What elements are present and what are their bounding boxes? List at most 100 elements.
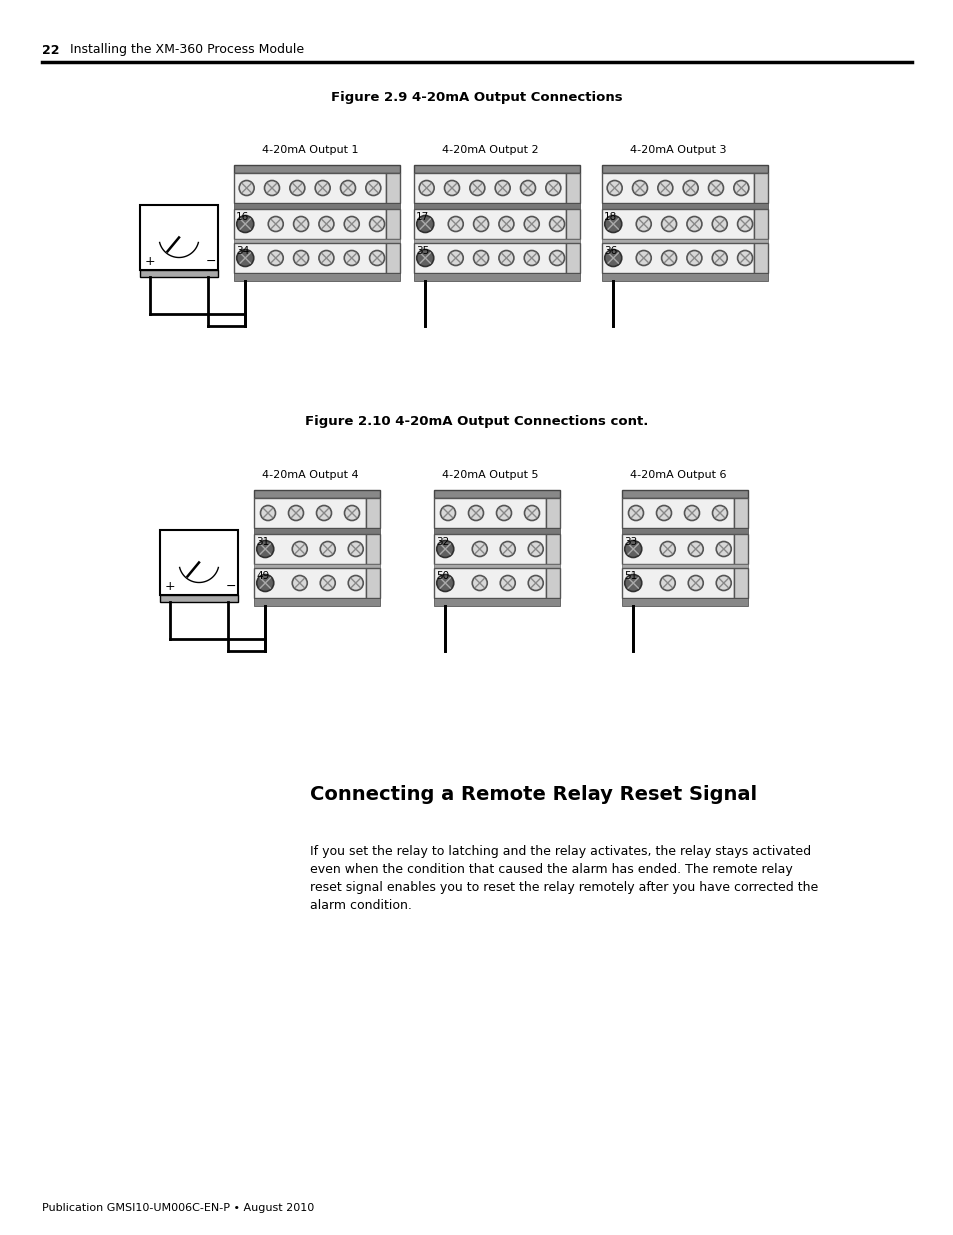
Bar (601, 273, 767, 282)
Text: 4-20mA Output 4: 4-20mA Output 4 (261, 471, 358, 480)
Bar (621, 534, 733, 564)
Circle shape (469, 180, 484, 195)
Circle shape (468, 505, 483, 520)
Bar (601, 240, 767, 243)
Text: even when the condition that caused the alarm has ended. The remote relay: even when the condition that caused the … (310, 863, 792, 876)
Bar (233, 243, 386, 273)
Bar (386, 173, 399, 203)
Text: 22: 22 (42, 43, 59, 57)
Bar (434, 529, 559, 534)
Circle shape (524, 216, 538, 231)
Circle shape (344, 505, 359, 520)
Bar (414, 273, 579, 282)
Text: 32: 32 (436, 537, 449, 547)
Text: alarm condition.: alarm condition. (310, 899, 412, 911)
Circle shape (348, 541, 363, 557)
Text: 33: 33 (623, 537, 637, 547)
Circle shape (686, 216, 701, 231)
Bar (753, 243, 767, 273)
Text: 35: 35 (416, 246, 429, 256)
Bar (414, 203, 579, 209)
Circle shape (624, 574, 641, 592)
Bar (434, 598, 559, 606)
Bar (253, 564, 379, 568)
Circle shape (684, 505, 699, 520)
Bar (233, 273, 399, 282)
Circle shape (712, 216, 726, 231)
Text: +: + (145, 254, 155, 268)
Bar (140, 270, 218, 277)
Bar (366, 498, 379, 529)
Text: 17: 17 (416, 212, 429, 222)
Bar (386, 209, 399, 240)
Text: 4-20mA Output 2: 4-20mA Output 2 (441, 144, 537, 156)
Circle shape (658, 180, 672, 195)
Circle shape (632, 180, 647, 195)
Text: −: − (206, 254, 216, 268)
Circle shape (472, 541, 487, 557)
Circle shape (472, 576, 487, 590)
Text: +: + (165, 580, 175, 593)
Text: Connecting a Remote Relay Reset Signal: Connecting a Remote Relay Reset Signal (310, 785, 757, 804)
Bar (621, 498, 733, 529)
Bar (233, 209, 386, 240)
Bar (253, 598, 379, 606)
Circle shape (682, 180, 698, 195)
Bar (601, 209, 753, 240)
Circle shape (549, 251, 564, 266)
Circle shape (545, 180, 560, 195)
Circle shape (294, 216, 308, 231)
Bar (434, 490, 559, 498)
Circle shape (656, 505, 671, 520)
Bar (366, 568, 379, 598)
Text: 16: 16 (235, 212, 249, 222)
Circle shape (344, 251, 359, 266)
Bar (733, 534, 747, 564)
Bar (414, 243, 565, 273)
Circle shape (436, 541, 454, 557)
Circle shape (268, 216, 283, 231)
Circle shape (712, 505, 727, 520)
Text: 49: 49 (255, 571, 269, 580)
Text: 51: 51 (623, 571, 637, 580)
Bar (233, 165, 399, 173)
Bar (414, 240, 579, 243)
Bar (621, 490, 747, 498)
Bar (753, 209, 767, 240)
Text: Figure 2.10 4-20mA Output Connections cont.: Figure 2.10 4-20mA Output Connections co… (305, 415, 648, 429)
Bar (160, 595, 237, 601)
Circle shape (737, 216, 752, 231)
Circle shape (712, 251, 726, 266)
Circle shape (318, 251, 334, 266)
Circle shape (524, 251, 538, 266)
Circle shape (340, 180, 355, 195)
Bar (434, 568, 545, 598)
Circle shape (604, 249, 621, 267)
Bar (621, 564, 747, 568)
Bar (414, 165, 579, 173)
Circle shape (496, 505, 511, 520)
Circle shape (737, 251, 752, 266)
Text: 4-20mA Output 1: 4-20mA Output 1 (261, 144, 358, 156)
Circle shape (288, 505, 303, 520)
Bar (253, 498, 366, 529)
Circle shape (268, 251, 283, 266)
Circle shape (369, 251, 384, 266)
Bar (621, 568, 733, 598)
Circle shape (498, 251, 514, 266)
Bar (253, 534, 366, 564)
Circle shape (628, 505, 643, 520)
Bar (434, 534, 545, 564)
Circle shape (256, 541, 274, 557)
Bar (733, 568, 747, 598)
Circle shape (528, 541, 542, 557)
Circle shape (416, 249, 434, 267)
Bar (601, 173, 753, 203)
Bar (545, 534, 559, 564)
Bar (386, 243, 399, 273)
Bar (601, 203, 767, 209)
Circle shape (716, 541, 731, 557)
Circle shape (365, 180, 380, 195)
Circle shape (498, 216, 514, 231)
Text: Publication GMSI10-UM006C-EN-P • August 2010: Publication GMSI10-UM006C-EN-P • August … (42, 1203, 314, 1213)
